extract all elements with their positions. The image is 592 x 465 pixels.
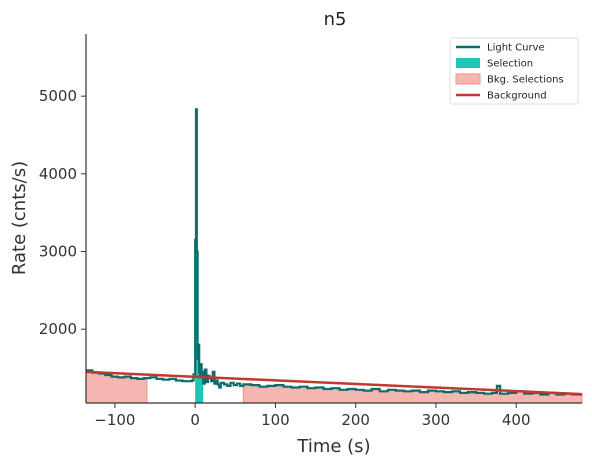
legend-swatch (455, 73, 481, 85)
chart-title: n5 (324, 9, 347, 30)
legend-label: Bkg. Selections (487, 75, 564, 86)
x-tick-label: 400 (502, 411, 531, 429)
y-axis-label: Rate (cnts/s) (9, 161, 30, 275)
y-tick-label: 2000 (39, 320, 77, 338)
light-curve-line (86, 108, 582, 396)
x-tick-label: 0 (190, 411, 200, 429)
x-axis-label: Time (s) (296, 436, 370, 457)
y-axis-ticks: 2000 3000 4000 5000 (39, 87, 86, 338)
legend: Light Curve Selection Bkg. Selections Backg… (449, 37, 579, 105)
legend-swatch (456, 58, 480, 68)
x-tick-label: 100 (261, 411, 290, 429)
y-tick-label: 5000 (39, 87, 77, 105)
plot-area (85, 108, 583, 404)
legend-box (449, 37, 579, 105)
background-group (85, 370, 583, 396)
legend-label: Selection (487, 59, 533, 70)
y-tick-label: 4000 (39, 165, 77, 183)
y-tick-label: 3000 (39, 243, 77, 261)
x-tick-label: 300 (422, 411, 451, 429)
legend-label: Background (487, 91, 547, 102)
x-axis-ticks: −100 0 100 200 300 400 (94, 403, 531, 429)
background-line (85, 370, 583, 396)
x-tick-label: −100 (94, 411, 135, 429)
light-curve-group (86, 108, 582, 396)
x-tick-label: 200 (341, 411, 370, 429)
legend-label: Light Curve (487, 43, 545, 54)
